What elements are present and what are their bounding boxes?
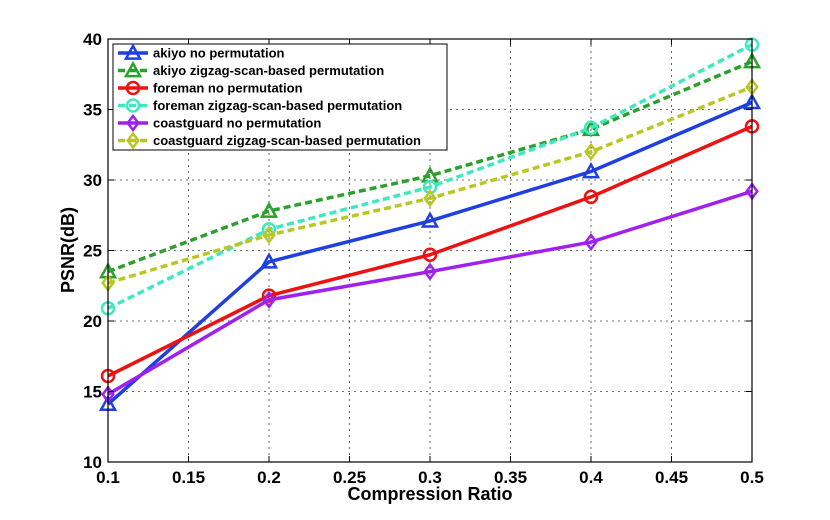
y-tick-label: 30: [83, 171, 102, 190]
x-tick-label: 0.4: [579, 468, 603, 487]
data-point: [583, 120, 599, 136]
legend-label: foreman no permutation: [153, 81, 303, 96]
data-point: [423, 262, 437, 281]
x-tick-label: 0.25: [333, 468, 366, 487]
x-tick-label: 0.15: [172, 468, 205, 487]
series-0: [98, 92, 762, 412]
data-point: [420, 211, 440, 228]
legend-label: coastguard zigzag-scan-based permutation: [153, 133, 421, 148]
x-tick-label: 0.1: [96, 468, 120, 487]
y-tick-label: 15: [83, 383, 102, 402]
x-tick-label: 0.3: [418, 468, 442, 487]
legend-item: foreman zigzag-scan-based permutation: [118, 98, 402, 113]
data-point: [423, 189, 437, 208]
legend-item: foreman no permutation: [118, 81, 303, 96]
x-tick-label: 0.5: [740, 468, 764, 487]
data-point: [262, 225, 276, 245]
y-tick-label: 35: [83, 101, 102, 120]
y-tick-label: 10: [83, 453, 102, 472]
data-point: [259, 252, 279, 269]
data-point: [581, 161, 601, 179]
series-line: [107, 59, 753, 274]
legend-item: akiyo no permutation: [118, 43, 285, 61]
legend-label: akiyo zigzag-scan-based permutation: [153, 63, 384, 78]
legend-item: akiyo zigzag-scan-based permutation: [118, 60, 384, 78]
data-point: [584, 142, 598, 161]
data-point: [583, 189, 599, 205]
legend-label: akiyo no permutation: [153, 46, 285, 61]
series-line: [107, 189, 753, 396]
legend-box: [112, 43, 448, 151]
legend-marker: [123, 43, 143, 60]
y-tick-label: 25: [83, 242, 102, 261]
series-line: [107, 85, 753, 285]
series-line: [107, 43, 753, 310]
x-tick-label: 0.2: [257, 468, 281, 487]
y-tick-label: 40: [83, 30, 102, 49]
legend-marker: [126, 113, 140, 133]
data-point: [259, 201, 279, 218]
x-axis-title: Compression Ratio: [347, 484, 512, 504]
legend: akiyo no permutation akiyo zigzag-scan-ba…: [112, 43, 448, 151]
y-axis-title: PSNR(dB): [58, 207, 78, 293]
legend-marker: [123, 60, 143, 78]
legend-item: coastguard zigzag-scan-based permutation: [118, 131, 421, 150]
legend-marker: [126, 131, 140, 150]
x-tick-label: 0.45: [655, 468, 688, 487]
y-tick-label: 20: [83, 312, 102, 331]
x-tick-label: 0.35: [494, 468, 527, 487]
data-point: [422, 247, 438, 262]
legend-label: foreman zigzag-scan-based permutation: [153, 98, 402, 113]
series-line: [106, 100, 753, 406]
legend-label: coastguard no permutation: [153, 116, 321, 131]
data-point: [262, 290, 276, 309]
series-layer: [98, 37, 762, 412]
legend-marker: [125, 98, 141, 113]
data-point: [584, 232, 598, 252]
legend-marker: [125, 80, 141, 96]
axis-ticks: 0.1 0.15 0.2 0.25 0.3 0.35 0.4 0.45 0.5 10 15 20 25 3…: [83, 30, 764, 487]
legend-item: coastguard no permutation: [118, 113, 321, 133]
series-line: [107, 124, 753, 378]
